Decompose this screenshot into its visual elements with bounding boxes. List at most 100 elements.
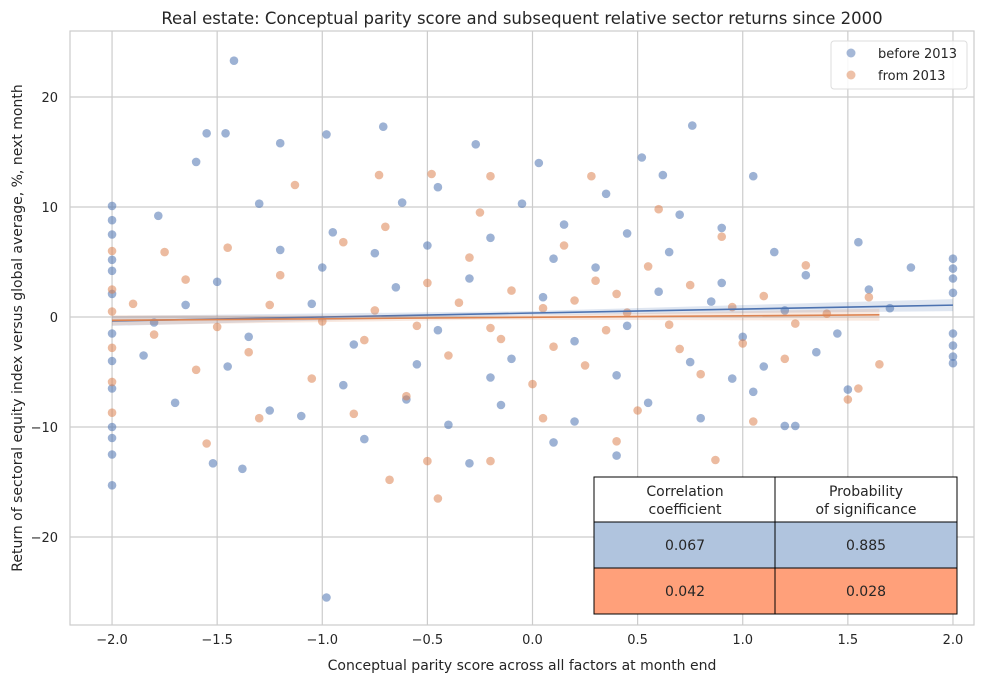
point-from-2013 (374, 170, 384, 180)
point-before-2013 (717, 278, 727, 288)
point-from-2013 (107, 307, 117, 316)
point-before-2013 (223, 362, 232, 371)
x-tick-label: 1.0 (732, 633, 753, 648)
x-tick-label: −0.5 (412, 633, 444, 648)
point-from-2013 (685, 280, 695, 290)
point-from-2013 (212, 322, 222, 332)
point-before-2013 (948, 358, 958, 368)
point-before-2013 (212, 277, 222, 287)
point-from-2013 (385, 475, 394, 485)
point-before-2013 (864, 285, 874, 294)
point-before-2013 (254, 199, 264, 208)
table-cell-correlation-before: 0.067 (665, 538, 705, 554)
point-from-2013 (107, 285, 117, 294)
point-before-2013 (637, 153, 647, 162)
point-from-2013 (601, 325, 611, 335)
y-axis-label: Return of sectoral equity index versus g… (10, 84, 26, 571)
point-from-2013 (107, 246, 117, 256)
point-before-2013 (107, 201, 117, 211)
point-from-2013 (465, 253, 474, 262)
point-before-2013 (675, 210, 684, 219)
point-before-2013 (423, 241, 432, 250)
legend-marker-from-2013 (846, 70, 856, 80)
point-from-2013 (538, 413, 548, 423)
point-from-2013 (570, 296, 579, 305)
x-tick-label: 0.0 (522, 633, 543, 648)
point-before-2013 (322, 593, 331, 602)
point-before-2013 (812, 347, 821, 357)
y-tick-label: 0 (50, 311, 58, 326)
point-before-2013 (486, 373, 495, 382)
point-before-2013 (748, 171, 758, 181)
point-from-2013 (244, 347, 253, 357)
y-tick-label: −10 (31, 421, 58, 436)
legend: before 2013 from 2013 (830, 40, 968, 90)
point-before-2013 (801, 270, 811, 280)
y-tick-label: −20 (31, 531, 58, 546)
point-from-2013 (748, 417, 758, 426)
point-from-2013 (223, 243, 232, 252)
point-before-2013 (685, 357, 695, 367)
point-before-2013 (622, 229, 632, 238)
points (107, 56, 958, 602)
point-before-2013 (717, 223, 727, 233)
stats-table: Correlation coefficient Probability of s… (593, 476, 958, 615)
table-cell-correlation-from: 0.042 (665, 584, 705, 600)
point-before-2013 (107, 356, 117, 366)
point-from-2013 (160, 247, 169, 257)
point-before-2013 (191, 157, 201, 167)
point-from-2013 (423, 278, 432, 288)
point-from-2013 (696, 369, 705, 379)
point-from-2013 (538, 303, 548, 313)
point-before-2013 (339, 380, 348, 390)
point-from-2013 (486, 456, 495, 466)
point-from-2013 (191, 365, 201, 375)
point-before-2013 (107, 384, 117, 393)
point-before-2013 (748, 387, 758, 397)
point-from-2013 (633, 406, 642, 415)
point-from-2013 (612, 289, 621, 299)
x-axis-label: Conceptual parity score across all facto… (328, 658, 717, 674)
point-from-2013 (711, 455, 720, 465)
point-before-2013 (244, 332, 253, 342)
point-from-2013 (507, 286, 516, 295)
point-before-2013 (549, 438, 558, 447)
point-before-2013 (727, 374, 737, 383)
point-before-2013 (275, 245, 285, 255)
point-from-2013 (675, 344, 684, 354)
point-from-2013 (265, 300, 275, 310)
point-from-2013 (128, 299, 138, 309)
point-from-2013 (717, 232, 727, 241)
point-before-2013 (433, 182, 443, 192)
point-before-2013 (238, 464, 247, 474)
point-from-2013 (587, 171, 596, 181)
point-before-2013 (107, 230, 117, 239)
point-from-2013 (427, 169, 436, 179)
legend-label-from-2013: from 2013 (878, 69, 945, 84)
point-from-2013 (643, 262, 653, 271)
point-before-2013 (391, 283, 401, 292)
legend-box (830, 40, 968, 90)
point-from-2013 (454, 298, 464, 308)
point-before-2013 (706, 297, 716, 306)
point-before-2013 (360, 434, 369, 444)
point-from-2013 (381, 222, 390, 232)
point-from-2013 (496, 334, 506, 344)
x-tick-label: −2.0 (96, 633, 128, 648)
x-tick-label: 0.5 (627, 633, 648, 648)
point-from-2013 (528, 379, 537, 389)
point-before-2013 (265, 406, 275, 415)
point-before-2013 (538, 292, 548, 302)
point-before-2013 (378, 122, 388, 131)
point-from-2013 (875, 360, 884, 369)
point-before-2013 (349, 340, 359, 349)
point-before-2013 (275, 138, 285, 148)
point-from-2013 (612, 437, 621, 446)
point-before-2013 (181, 300, 190, 310)
point-from-2013 (486, 323, 495, 333)
point-from-2013 (149, 330, 159, 339)
regression-line-before-2013 (112, 304, 953, 322)
point-from-2013 (254, 413, 264, 423)
